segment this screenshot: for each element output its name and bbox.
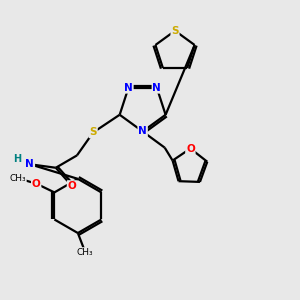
Text: O: O [68,181,76,191]
Text: CH₃: CH₃ [10,174,26,183]
Text: N: N [124,83,133,93]
Text: CH₃: CH₃ [77,248,94,257]
Text: H: H [14,154,22,164]
Text: N: N [138,126,147,136]
Text: S: S [171,26,179,36]
Text: S: S [89,128,97,137]
Text: N: N [152,83,161,93]
Text: N: N [26,159,34,169]
Text: O: O [32,178,40,189]
Text: O: O [186,143,195,154]
